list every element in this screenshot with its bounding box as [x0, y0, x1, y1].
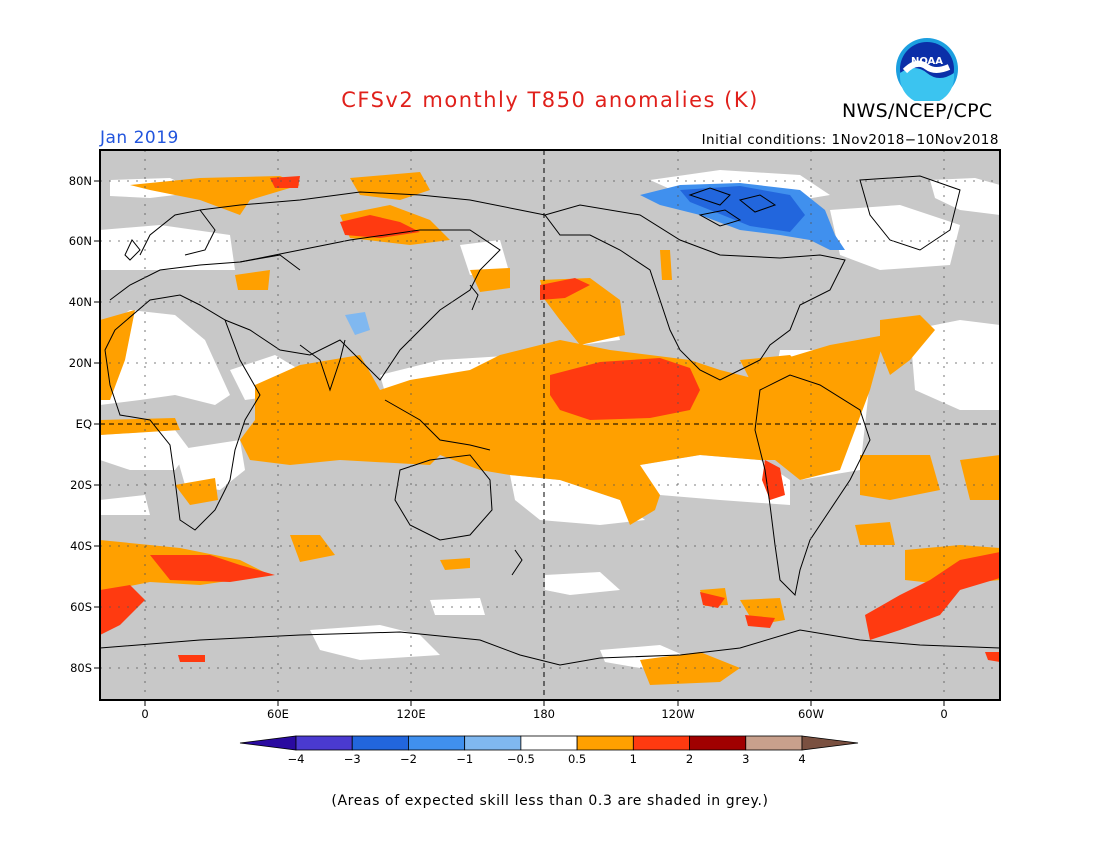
lon-label: 60E — [267, 707, 289, 721]
lat-label: EQ — [76, 417, 92, 431]
forecast-month: Jan 2019 — [100, 128, 179, 148]
initial-conditions: Initial conditions: 1Nov2018−10Nov2018 — [701, 132, 999, 148]
legend-tick-label: 4 — [798, 752, 805, 766]
legend-swatch — [520, 735, 578, 751]
legend-swatch — [408, 735, 466, 751]
legend-arrow-high — [801, 735, 859, 751]
legend-tick-label: −0.5 — [507, 752, 535, 766]
lon-label: 120E — [396, 707, 425, 721]
svg-text:NOAA: NOAA — [911, 56, 943, 67]
legend-swatch — [745, 735, 803, 751]
tick-marks — [94, 180, 945, 706]
lat-label: 40N — [69, 295, 92, 309]
legend-tick-label: −1 — [456, 752, 473, 766]
legend-swatch — [464, 735, 522, 751]
map-frame — [99, 149, 1001, 701]
legend-tick-label: 1 — [630, 752, 637, 766]
legend-tick-label: 2 — [686, 752, 693, 766]
chart-title: CFSv2 monthly T850 anomalies (K) — [341, 88, 759, 112]
lon-label: 120W — [661, 707, 694, 721]
lat-label: 40S — [70, 539, 92, 553]
legend-tick-label: −2 — [400, 752, 417, 766]
lat-label: 80S — [70, 661, 92, 675]
equator-dateline — [100, 150, 1000, 700]
lon-label: 180 — [533, 707, 555, 721]
lat-label: 20N — [69, 356, 92, 370]
legend-tick-label: 0.5 — [568, 752, 586, 766]
color-legend: −4 −3 −2 −1 −0.5 0.5 1 2 3 4 — [239, 735, 859, 766]
lat-label: 60S — [70, 600, 92, 614]
legend-tick-label: 3 — [742, 752, 749, 766]
legend-swatch — [295, 735, 353, 751]
coastlines — [100, 175, 1000, 666]
legend-swatch — [576, 735, 634, 751]
legend-tick-label: −4 — [288, 752, 305, 766]
longitude-labels: 0 60E 120E 180 120W 60W 0 — [141, 707, 947, 721]
skill-footnote: (Areas of expected skill less than 0.3 a… — [331, 793, 769, 809]
lon-label: 0 — [141, 707, 148, 721]
graticule — [100, 150, 1000, 700]
legend-tick-label: −3 — [344, 752, 361, 766]
lat-label: 80N — [69, 174, 92, 188]
lon-label: 60W — [798, 707, 824, 721]
legend-swatch — [351, 735, 409, 751]
cold-anomaly-regions — [345, 183, 845, 335]
lat-label: 60N — [69, 234, 92, 248]
organization-label: NWS/NCEP/CPC — [842, 100, 993, 122]
anomaly-fields — [100, 150, 1000, 700]
noaa-logo: NOAA — [895, 37, 959, 104]
latitude-labels: 80N 60N 40N 20N EQ 20S 40S 60S 80S — [69, 174, 92, 675]
lon-label: 0 — [940, 707, 947, 721]
legend-swatch — [689, 735, 747, 751]
legend-arrow-low — [239, 735, 297, 751]
strong-warm-regions — [100, 176, 1000, 662]
lat-label: 20S — [70, 478, 92, 492]
legend-swatch — [632, 735, 690, 751]
